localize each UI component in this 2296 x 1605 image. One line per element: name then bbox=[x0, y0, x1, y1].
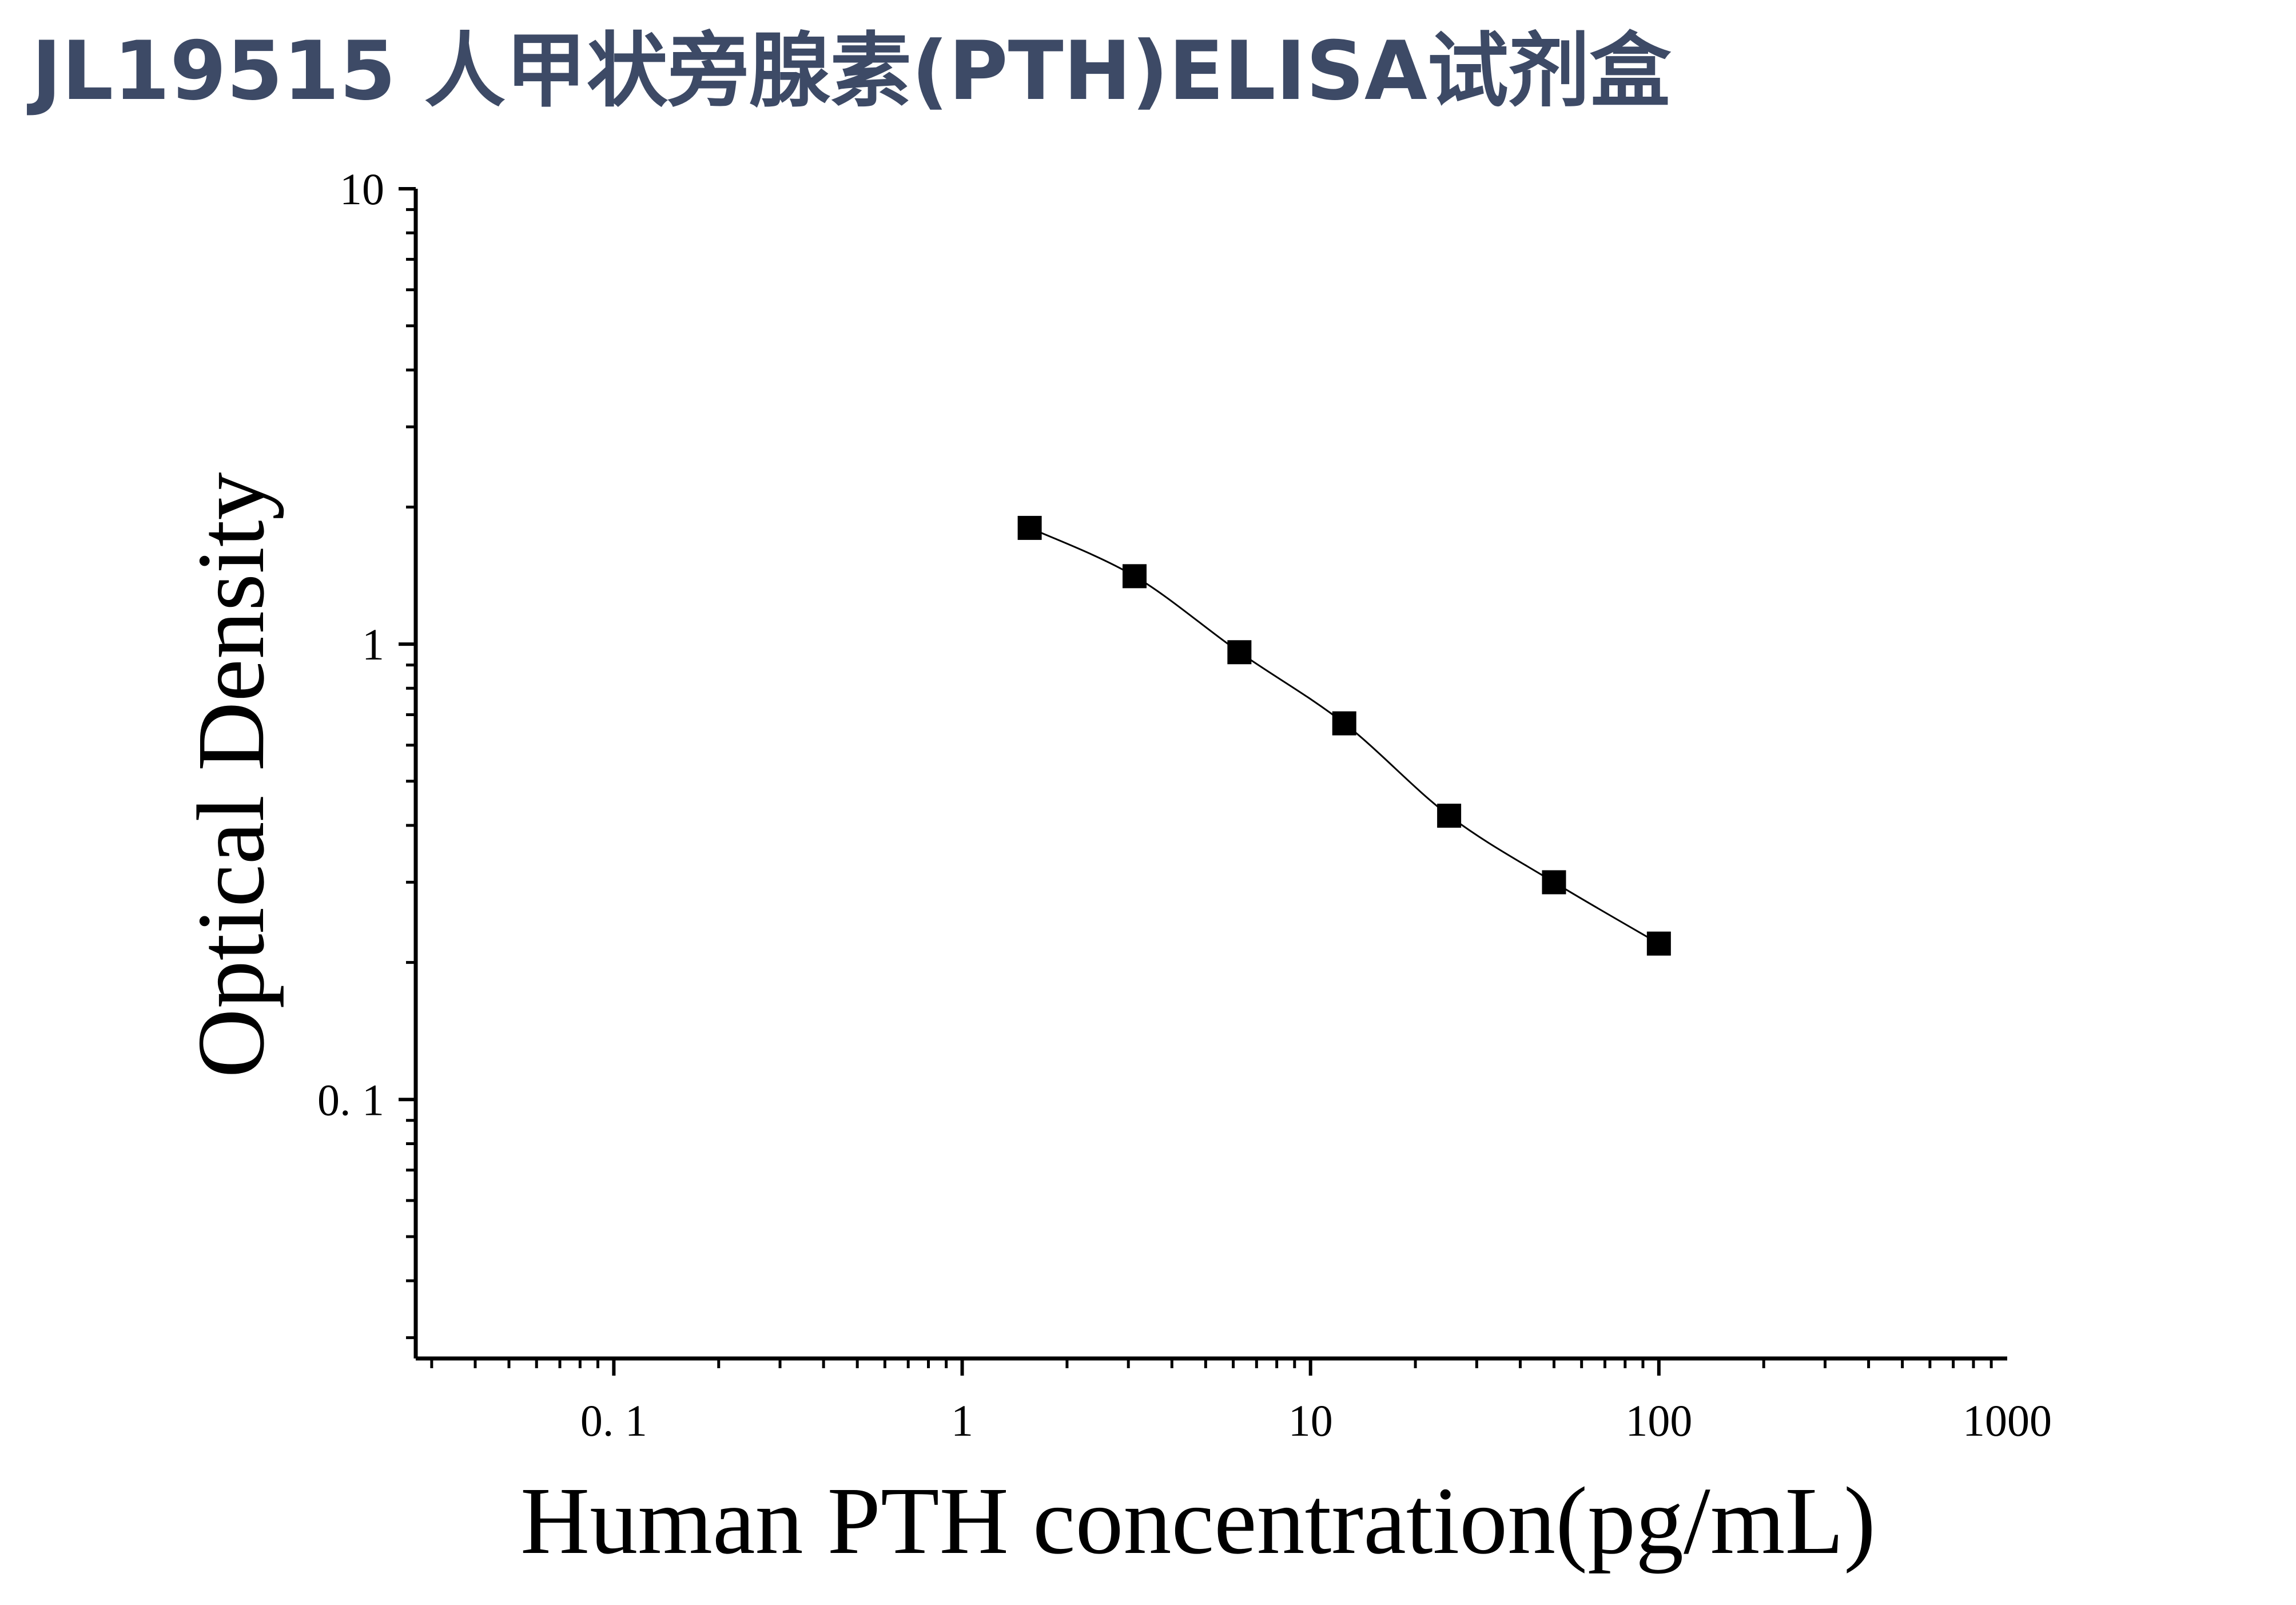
x-tick-label: 1 bbox=[951, 1396, 973, 1445]
data-points-layer bbox=[1017, 515, 1671, 956]
y-tick-label: 0. 1 bbox=[317, 1075, 384, 1125]
data-point bbox=[1122, 564, 1147, 589]
x-tick-label: 1000 bbox=[1963, 1396, 2052, 1445]
data-point bbox=[1227, 640, 1252, 665]
data-point bbox=[1437, 804, 1462, 828]
x-tick-label: 0. 1 bbox=[580, 1396, 647, 1445]
axes bbox=[399, 187, 2007, 1376]
data-point bbox=[1542, 870, 1566, 895]
x-axis-label: Human PTH concentration(pg/mL) bbox=[520, 1468, 1876, 1574]
y-tick-label: 1 bbox=[362, 619, 384, 669]
data-point bbox=[1646, 931, 1671, 956]
y-tick-label: 10 bbox=[340, 164, 384, 214]
chart-title: JL19515 人甲状旁腺素(PTH)ELISA试剂盒 bbox=[31, 24, 1671, 118]
data-point bbox=[1017, 515, 1042, 540]
x-tick-label: 100 bbox=[1625, 1396, 1692, 1445]
tick-labels-layer: 0. 1 1 10 100 1000 0. 1 1 10 bbox=[317, 164, 2052, 1445]
x-tick-label: 10 bbox=[1288, 1396, 1333, 1445]
data-point bbox=[1332, 711, 1356, 736]
y-axis-label: Optical Density bbox=[178, 472, 284, 1078]
